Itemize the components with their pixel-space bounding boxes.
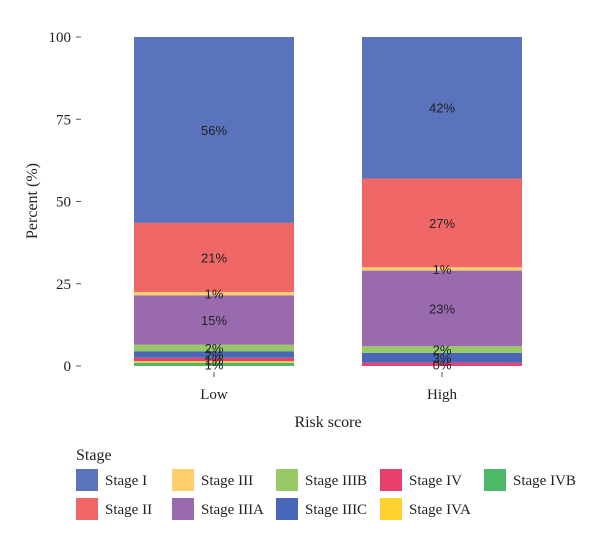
bar-high-stage-iiia — [362, 270, 522, 347]
label-low-stage-iii: 1% — [205, 287, 224, 302]
label-low-stage-iiib: 2% — [205, 341, 224, 356]
y-axis: 0 25 50 75 100 — [49, 30, 81, 375]
y-axis-title: Percent (%) — [24, 163, 41, 239]
bar-high-stage-ii — [362, 178, 522, 268]
legend: Stage Stage I Stage III Stage IIIB Stage IV… — [76, 447, 576, 520]
label-high-stage-ii: 27% — [429, 216, 455, 231]
label-high-stage-iiia: 23% — [429, 301, 455, 316]
x-axis-title: Risk score — [294, 414, 361, 431]
bar-low-stage-i — [134, 37, 294, 223]
bar-low-stage-iva — [134, 361, 294, 363]
legend-swatch-stage-iiia — [172, 498, 194, 520]
x-axis: Low High — [200, 372, 458, 403]
label-low-stage-i: 56% — [201, 123, 227, 138]
label-high-stage-iiib: 2% — [433, 343, 452, 358]
bar-high-stage-iiic — [362, 352, 522, 363]
x-tick-label-low: Low — [200, 387, 228, 403]
legend-label-stage-ii: Stage II — [105, 502, 152, 518]
bar-low-stage-ivb — [134, 362, 294, 366]
legend-swatch-stage-ivb — [484, 469, 506, 491]
x-tick-label-high: High — [427, 387, 458, 403]
bar-low-stage-iii — [134, 291, 294, 296]
label-high-stage-iv: 0% — [433, 357, 452, 372]
legend-swatch-stage-iii — [172, 469, 194, 491]
legend-label-stage-iiia: Stage IIIA — [201, 502, 264, 518]
legend-label-stage-i: Stage I — [105, 473, 147, 489]
label-low-stage-iiia: 15% — [201, 313, 227, 328]
legend-swatch-stage-ii — [76, 498, 98, 520]
label-low-stage-iv: 1% — [205, 352, 224, 367]
legend-title: Stage — [76, 447, 112, 464]
segment-labels: 1%1%2%2%15%1%21%56%0%3%2%23%1%27%42% — [201, 101, 455, 373]
y-tick-label-50: 50 — [56, 195, 71, 211]
bar-low-stage-iiia — [134, 295, 294, 345]
y-tick-label-0: 0 — [64, 359, 72, 375]
label-high-stage-iiic: 3% — [433, 351, 452, 366]
bar-high-stage-i — [362, 37, 522, 179]
y-tick-label-75: 75 — [56, 112, 71, 128]
legend-swatch-stage-iva — [380, 498, 402, 520]
bar-high-stage-iii — [362, 267, 522, 271]
y-tick-label-100: 100 — [49, 30, 72, 46]
bar-low-stage-iiib — [134, 344, 294, 352]
bar-low-stage-iiic — [134, 351, 294, 358]
bars — [134, 37, 522, 366]
legend-label-stage-ivb: Stage IVB — [513, 473, 576, 489]
legend-label-stage-iiic: Stage IIIC — [305, 502, 367, 518]
legend-label-stage-iiib: Stage IIIB — [305, 473, 367, 489]
label-high-stage-i: 42% — [429, 101, 455, 116]
legend-label-stage-iva: Stage IVA — [409, 502, 471, 518]
label-low-stage-iiic: 2% — [205, 347, 224, 362]
legend-swatch-stage-i — [76, 469, 98, 491]
legend-swatch-stage-iiic — [276, 498, 298, 520]
label-low-stage-ivb: 1% — [205, 357, 224, 372]
legend-swatch-stage-iv — [380, 469, 402, 491]
bar-high-stage-iiib — [362, 346, 522, 353]
bar-low-stage-iv — [134, 357, 294, 362]
legend-swatch-stage-iiib — [276, 469, 298, 491]
label-high-stage-iii: 1% — [433, 262, 452, 277]
legend-label-stage-iii: Stage III — [201, 473, 253, 489]
y-tick-label-25: 25 — [56, 277, 71, 293]
label-low-stage-ii: 21% — [201, 250, 227, 265]
bar-high-stage-iv — [362, 362, 522, 366]
legend-label-stage-iv: Stage IV — [409, 473, 462, 489]
bar-low-stage-ii — [134, 222, 294, 292]
